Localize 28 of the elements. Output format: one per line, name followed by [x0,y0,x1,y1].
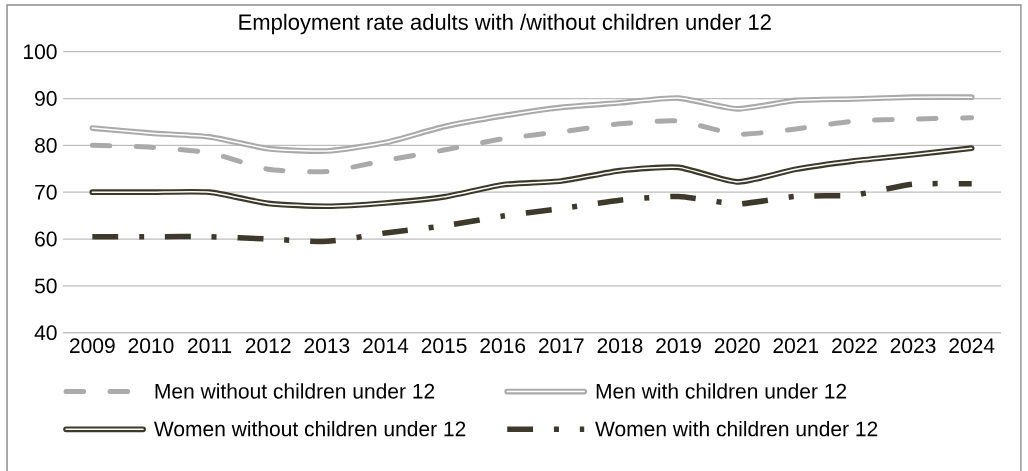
y-tick-label: 100 [24,44,57,60]
chart-title: Employment rate adults with /without children under 12 [239,13,771,35]
y-tick-label: 70 [35,184,57,200]
y-tick-label: 60 [35,231,57,247]
x-tick-label: 2019 [656,338,701,354]
x-tick-label: 2012 [245,338,291,354]
x-tick-label: 2016 [480,338,526,354]
x-tick-label: 2014 [363,338,409,354]
x-tick-label: 2013 [304,338,350,354]
legend-label: Men with children under 12 [596,383,847,399]
x-tick-label: 2009 [70,338,115,354]
x-tick-label: 2020 [714,338,760,354]
legend-label: Women with children under 12 [595,420,878,437]
x-tick-label: 2015 [421,338,467,354]
x-tick-label: 2024 [949,338,995,354]
x-tick-label: 2021 [773,338,819,354]
legend-label: Men without children under 12 [155,383,435,399]
y-tick-label: 80 [35,137,57,153]
y-tick-label: 40 [34,325,57,341]
y-tick-label: 50 [34,278,57,294]
x-tick-label: 2018 [597,338,643,354]
x-tick-label: 2010 [128,338,174,354]
x-tick-label: 2017 [539,338,584,354]
x-tick-label: 2022 [832,338,877,354]
legend-label: Women without children under 12 [154,420,466,437]
x-tick-label: 2011 [188,338,232,354]
x-tick-label: 2023 [890,338,936,354]
y-tick-label: 90 [35,91,57,106]
